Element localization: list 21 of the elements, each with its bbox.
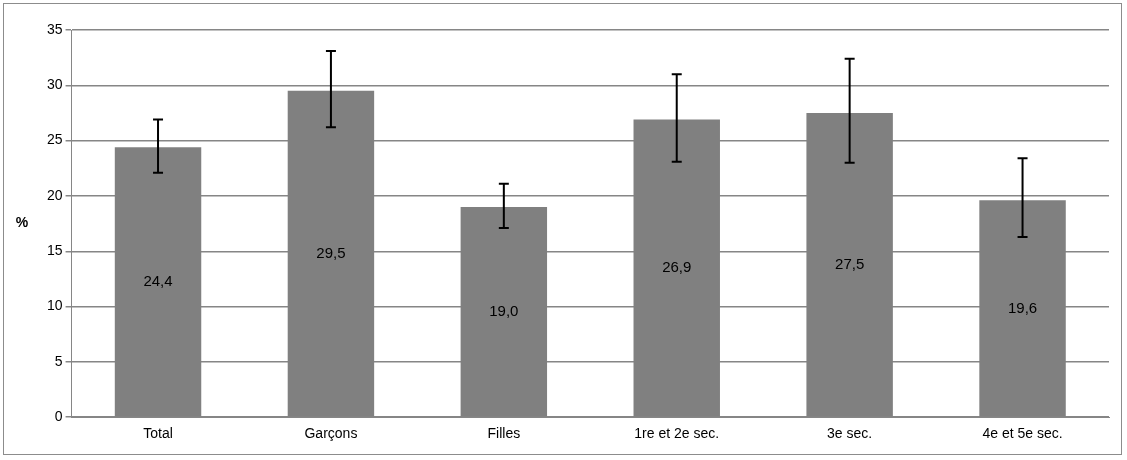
y-tick-label: 5 (54, 352, 63, 369)
x-tick-label: 1re et 2e sec. (634, 425, 720, 442)
data-label: 27,5 (835, 254, 865, 272)
data-label: 19,0 (489, 301, 519, 319)
data-label: 26,9 (662, 258, 692, 276)
x-tick-label: Filles (487, 425, 521, 442)
x-tick-label: 3e sec. (827, 425, 873, 442)
data-label: 24,4 (143, 272, 173, 289)
y-tick-label: 30 (46, 76, 63, 93)
y-tick-label: 20 (46, 186, 63, 203)
y-tick-label: 35 (46, 20, 63, 37)
x-tick-label: Total (143, 425, 173, 442)
y-tick-label: 15 (46, 242, 63, 259)
x-tick-label: Garçons (304, 425, 358, 442)
y-tick-label: 0 (54, 408, 63, 425)
data-label: 19,6 (1007, 298, 1038, 316)
y-tick-label: 25 (46, 131, 63, 148)
data-label: 29,5 (316, 243, 346, 261)
y-axis-title: % (15, 214, 29, 231)
y-tick-label: 10 (46, 297, 63, 314)
x-tick-label: 4e et 5e sec. (982, 425, 1063, 442)
